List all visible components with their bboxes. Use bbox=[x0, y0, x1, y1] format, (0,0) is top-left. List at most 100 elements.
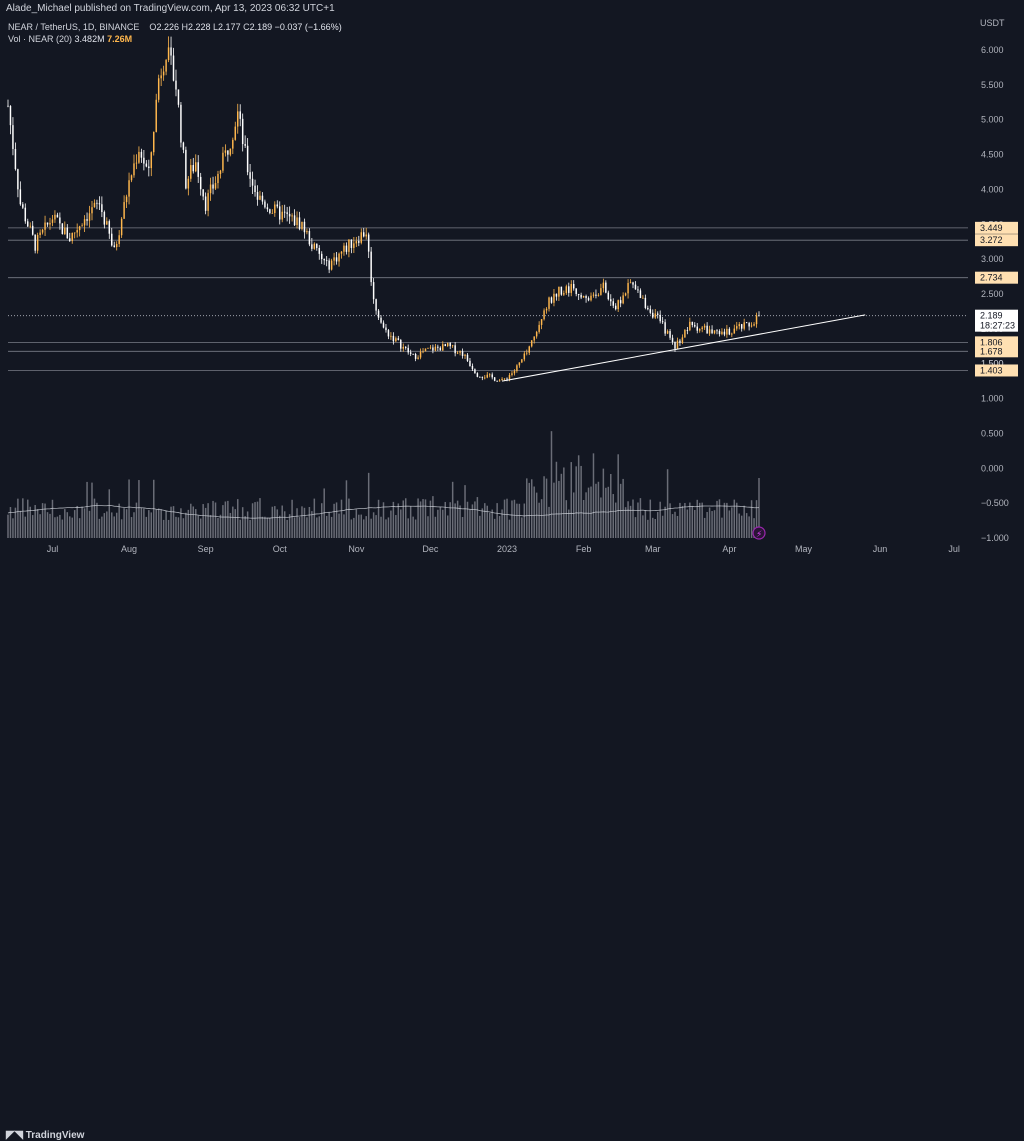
tradingview-logo[interactable]: ◤◥ TradingView bbox=[6, 1129, 85, 1141]
volume-bar bbox=[605, 487, 607, 538]
candle-body bbox=[474, 369, 476, 374]
candle-body bbox=[187, 178, 190, 189]
candle-body bbox=[671, 337, 674, 343]
volume-bar bbox=[145, 516, 148, 538]
volume-bar bbox=[271, 506, 274, 538]
candle-body bbox=[595, 294, 597, 296]
candle-body bbox=[162, 71, 165, 76]
volume-bar bbox=[414, 519, 417, 538]
close-value: 2.189 bbox=[249, 22, 273, 32]
volume-bar bbox=[540, 499, 543, 538]
candle-body bbox=[518, 362, 521, 366]
volume-bar bbox=[476, 497, 479, 538]
candle-body bbox=[140, 151, 143, 158]
volume-bar bbox=[311, 511, 313, 538]
candle-body bbox=[214, 183, 217, 189]
candle-body bbox=[743, 322, 745, 329]
publisher-text: Alade_Michael published on TradingView.c… bbox=[6, 3, 335, 14]
symbol-name[interactable]: NEAR / TetherUS, 1D, BINANCE bbox=[8, 22, 140, 32]
volume-bar bbox=[491, 509, 493, 538]
volume-legend[interactable]: Vol · NEAR (20) 3.482M 7.26M bbox=[8, 34, 132, 44]
candle-body bbox=[748, 323, 750, 327]
candle-body bbox=[93, 202, 96, 208]
price-chart-svg[interactable]: USDT 6.0005.5005.0004.5004.0003.5003.000… bbox=[0, 0, 1024, 562]
candle-body bbox=[422, 351, 424, 353]
lightning-icon[interactable] bbox=[752, 526, 766, 540]
candle-body bbox=[51, 219, 54, 223]
volume-bar bbox=[195, 509, 197, 538]
volume-label[interactable]: Vol · NEAR (20) bbox=[8, 34, 73, 44]
candle-body bbox=[493, 377, 496, 381]
candle-body bbox=[703, 325, 706, 328]
candle-body bbox=[397, 338, 400, 340]
volume-bar bbox=[303, 507, 306, 538]
trendline[interactable] bbox=[501, 314, 866, 382]
level-tag[interactable] bbox=[975, 221, 1018, 234]
volume-bar bbox=[740, 515, 743, 538]
candle-body bbox=[459, 351, 461, 353]
time-axis[interactable]: Jul Aug Sep Oct Nov Dec 2023 Feb Mar Apr May Jun Jul bbox=[47, 544, 960, 554]
y-tick-label: 4.000 bbox=[981, 184, 1004, 194]
candle-body bbox=[370, 251, 372, 283]
volume-bar bbox=[424, 499, 427, 538]
candle-body bbox=[274, 204, 276, 214]
volume-bar bbox=[503, 499, 506, 538]
candle-body bbox=[577, 294, 580, 295]
volume-bar bbox=[726, 502, 728, 538]
candle-body bbox=[328, 260, 330, 270]
volume-bar bbox=[202, 504, 204, 538]
volume-bar bbox=[237, 499, 239, 538]
candle-body bbox=[392, 335, 395, 342]
candle-body bbox=[540, 319, 543, 325]
symbol-legend[interactable]: NEAR / TetherUS, 1D, BINANCE O2.226 H2.2… bbox=[8, 22, 342, 32]
candle-body bbox=[698, 329, 701, 331]
volume-bar bbox=[113, 516, 115, 538]
candle-body bbox=[303, 221, 306, 233]
volume-bar bbox=[669, 503, 671, 538]
volume-bar bbox=[466, 501, 469, 538]
candle-body bbox=[694, 325, 696, 327]
candle-body bbox=[293, 215, 296, 226]
candle-body bbox=[49, 222, 51, 225]
candle-body bbox=[498, 380, 501, 382]
candle-body bbox=[395, 338, 397, 342]
candle-body bbox=[535, 331, 538, 337]
candle-body bbox=[461, 351, 464, 356]
x-tick-label: Sep bbox=[198, 544, 214, 554]
volume-bar bbox=[12, 518, 14, 538]
volume-bar bbox=[592, 453, 595, 538]
volume-bar bbox=[7, 514, 9, 538]
volume-bar bbox=[694, 509, 696, 538]
volume-bar bbox=[585, 492, 587, 538]
candle-body bbox=[335, 257, 338, 262]
volume-bar bbox=[239, 519, 241, 538]
candle-body bbox=[197, 162, 199, 177]
level-tag[interactable] bbox=[975, 364, 1018, 377]
candle-body bbox=[120, 218, 123, 236]
volume-bar bbox=[14, 507, 17, 538]
candle-body bbox=[150, 152, 153, 169]
candle-body bbox=[526, 352, 528, 354]
candle-body bbox=[506, 378, 508, 380]
current-price-tag[interactable] bbox=[975, 309, 1018, 332]
candle-body bbox=[219, 170, 222, 174]
volume-bar bbox=[545, 478, 548, 538]
volume-bar bbox=[56, 516, 59, 538]
candle-body bbox=[437, 346, 439, 348]
volume-bar bbox=[642, 515, 644, 538]
candle-body bbox=[157, 78, 160, 100]
volume-bar bbox=[98, 518, 101, 538]
level-tag[interactable] bbox=[975, 345, 1018, 358]
x-tick-label: Jun bbox=[873, 544, 888, 554]
level-tag[interactable] bbox=[975, 234, 1018, 247]
candle-body bbox=[679, 340, 681, 343]
volume-bar bbox=[590, 486, 592, 538]
candle-body bbox=[605, 282, 607, 293]
volume-bar bbox=[407, 518, 409, 538]
level-tag[interactable] bbox=[975, 271, 1018, 284]
volume-bar bbox=[731, 507, 733, 538]
candle-body bbox=[106, 221, 108, 225]
candle-body bbox=[24, 207, 27, 222]
y-tick-label: 2.500 bbox=[981, 289, 1004, 299]
candle-body bbox=[31, 225, 34, 235]
